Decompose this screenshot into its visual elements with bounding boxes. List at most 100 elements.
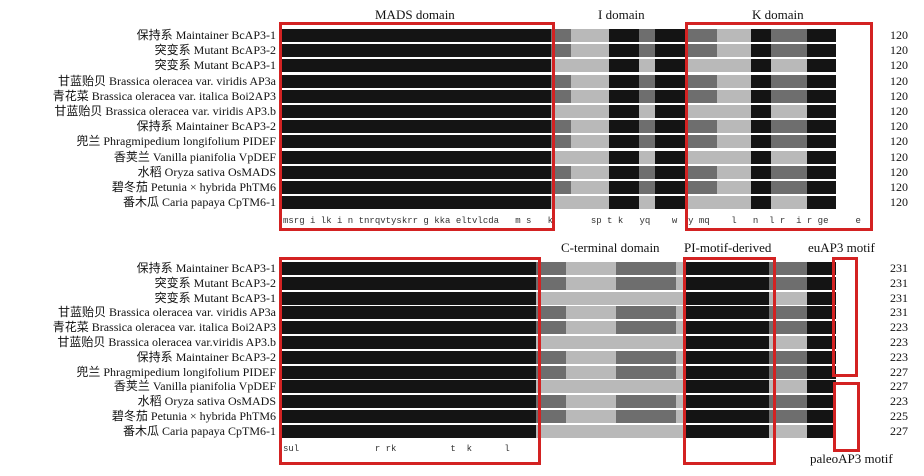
species-chinese-name: 突变系 [154, 43, 191, 58]
residue-block [751, 59, 771, 73]
species-latin-name: Brassica oleracea var. italica Boi2AP3 [91, 88, 276, 103]
species-chinese-name: 青花菜 [52, 320, 89, 335]
species-latin-name: Maintainer BcAP3-1 [175, 261, 276, 275]
k-domain-box [685, 22, 873, 231]
euap3-motif-box [832, 257, 858, 377]
residue-block [566, 291, 616, 305]
top-sequence-row [281, 150, 836, 164]
residue-block [551, 74, 571, 88]
residue-block [769, 365, 807, 379]
residue-block [536, 321, 566, 335]
species-latin-name: Oryza sativa OsMADS [164, 394, 276, 409]
residue-block [807, 74, 836, 88]
residue-block [281, 74, 551, 88]
residue-block [616, 410, 676, 423]
residue-block [771, 196, 807, 210]
top-sequence-row [281, 120, 836, 134]
residue-block [616, 365, 676, 379]
bottom-row-end-position: 223 [890, 349, 908, 364]
bottom-row-label: 番木瓜 Caria papaya CpTM6-1 [123, 424, 276, 438]
residue-block [281, 424, 536, 438]
top-sequence-row [281, 196, 836, 210]
residue-block [571, 181, 609, 194]
residue-block [807, 424, 836, 438]
species-chinese-name: 香荚兰 [113, 379, 150, 394]
residue-block [536, 336, 566, 349]
residue-block [281, 306, 536, 320]
residue-block [566, 395, 616, 409]
residue-block [571, 105, 609, 118]
residue-block [609, 165, 639, 179]
residue-block [616, 291, 676, 305]
residue-block [639, 135, 655, 149]
residue-block [609, 59, 639, 73]
residue-block [683, 336, 769, 349]
residue-block [281, 135, 551, 149]
residue-block [536, 276, 566, 290]
residue-block [536, 395, 566, 409]
residue-block [281, 150, 551, 164]
i-domain-title: I domain [598, 7, 645, 22]
top-row-label: 甘蓝贻贝 Brassica oleracea var. viridis AP3a [58, 74, 276, 88]
top-sequence-row [281, 105, 836, 118]
bottom-row-label: 香荚兰 Vanilla pianifolia VpDEF [114, 379, 276, 393]
residue-block [655, 74, 685, 88]
bottom-row-end-position: 231 [890, 305, 908, 320]
residue-block [685, 150, 717, 164]
bottom-row-end-position: 223 [890, 394, 908, 409]
residue-block [566, 424, 616, 438]
top-consensus: msrg i lk i n tnrqvtyskrr g kka eltvlcda… [283, 216, 861, 226]
residue-block [551, 165, 571, 179]
residue-block [566, 365, 616, 379]
residue-block [551, 150, 571, 164]
euap3-motif-title: euAP3 motif [808, 240, 875, 255]
bottom-sequence-row [281, 350, 836, 364]
top-row-label: 番木瓜 Caria papaya CpTM6-1 [123, 195, 276, 209]
residue-block [685, 196, 717, 210]
residue-block [771, 105, 807, 118]
residue-block [655, 59, 685, 73]
species-latin-name: Vanilla pianifolia VpDEF [152, 379, 276, 394]
residue-block [807, 321, 836, 335]
residue-block [769, 395, 807, 409]
bottom-row-end-position: 223 [890, 320, 908, 335]
residue-block [281, 321, 536, 335]
residue-block [571, 150, 609, 164]
residue-block [281, 29, 551, 42]
residue-block [655, 135, 685, 149]
species-latin-name: Vanilla pianifolia VpDEF [152, 149, 276, 164]
species-latin-name: Oryza sativa OsMADS [164, 164, 276, 179]
residue-block [769, 380, 807, 394]
pi-motif-box [683, 257, 776, 465]
top-row-label: 兜兰 Phragmipedium longifolium PIDEF [76, 134, 276, 148]
paleoap3-motif-title: paleoAP3 motif [810, 451, 893, 466]
residue-block [717, 74, 751, 88]
residue-block [551, 135, 571, 149]
residue-block [566, 276, 616, 290]
residue-block [683, 276, 769, 290]
residue-block [807, 29, 836, 42]
residue-block [655, 150, 685, 164]
residue-block [609, 105, 639, 118]
residue-block [639, 105, 655, 118]
c-terminal-domain-title: C-terminal domain [561, 240, 660, 255]
residue-block [717, 44, 751, 58]
residue-block [281, 395, 536, 409]
residue-block [609, 89, 639, 103]
residue-block [771, 89, 807, 103]
bottom-row-label: 突变系 Mutant BcAP3-1 [155, 291, 276, 305]
top-row-end-position: 120 [890, 119, 908, 134]
bottom-sequence-row [281, 276, 836, 290]
top-row-end-position: 120 [890, 195, 908, 210]
residue-block [751, 105, 771, 118]
residue-block [807, 150, 836, 164]
residue-block [717, 89, 751, 103]
top-row-label: 突变系 Mutant BcAP3-1 [155, 58, 276, 72]
bottom-row-label: 突变系 Mutant BcAP3-2 [155, 276, 276, 290]
species-chinese-name: 番木瓜 [123, 195, 160, 210]
residue-block [609, 196, 639, 210]
residue-block [551, 89, 571, 103]
top-row-label: 保持系 Maintainer BcAP3-2 [137, 119, 276, 133]
top-sequence-row [281, 74, 836, 88]
residue-block [571, 120, 609, 134]
